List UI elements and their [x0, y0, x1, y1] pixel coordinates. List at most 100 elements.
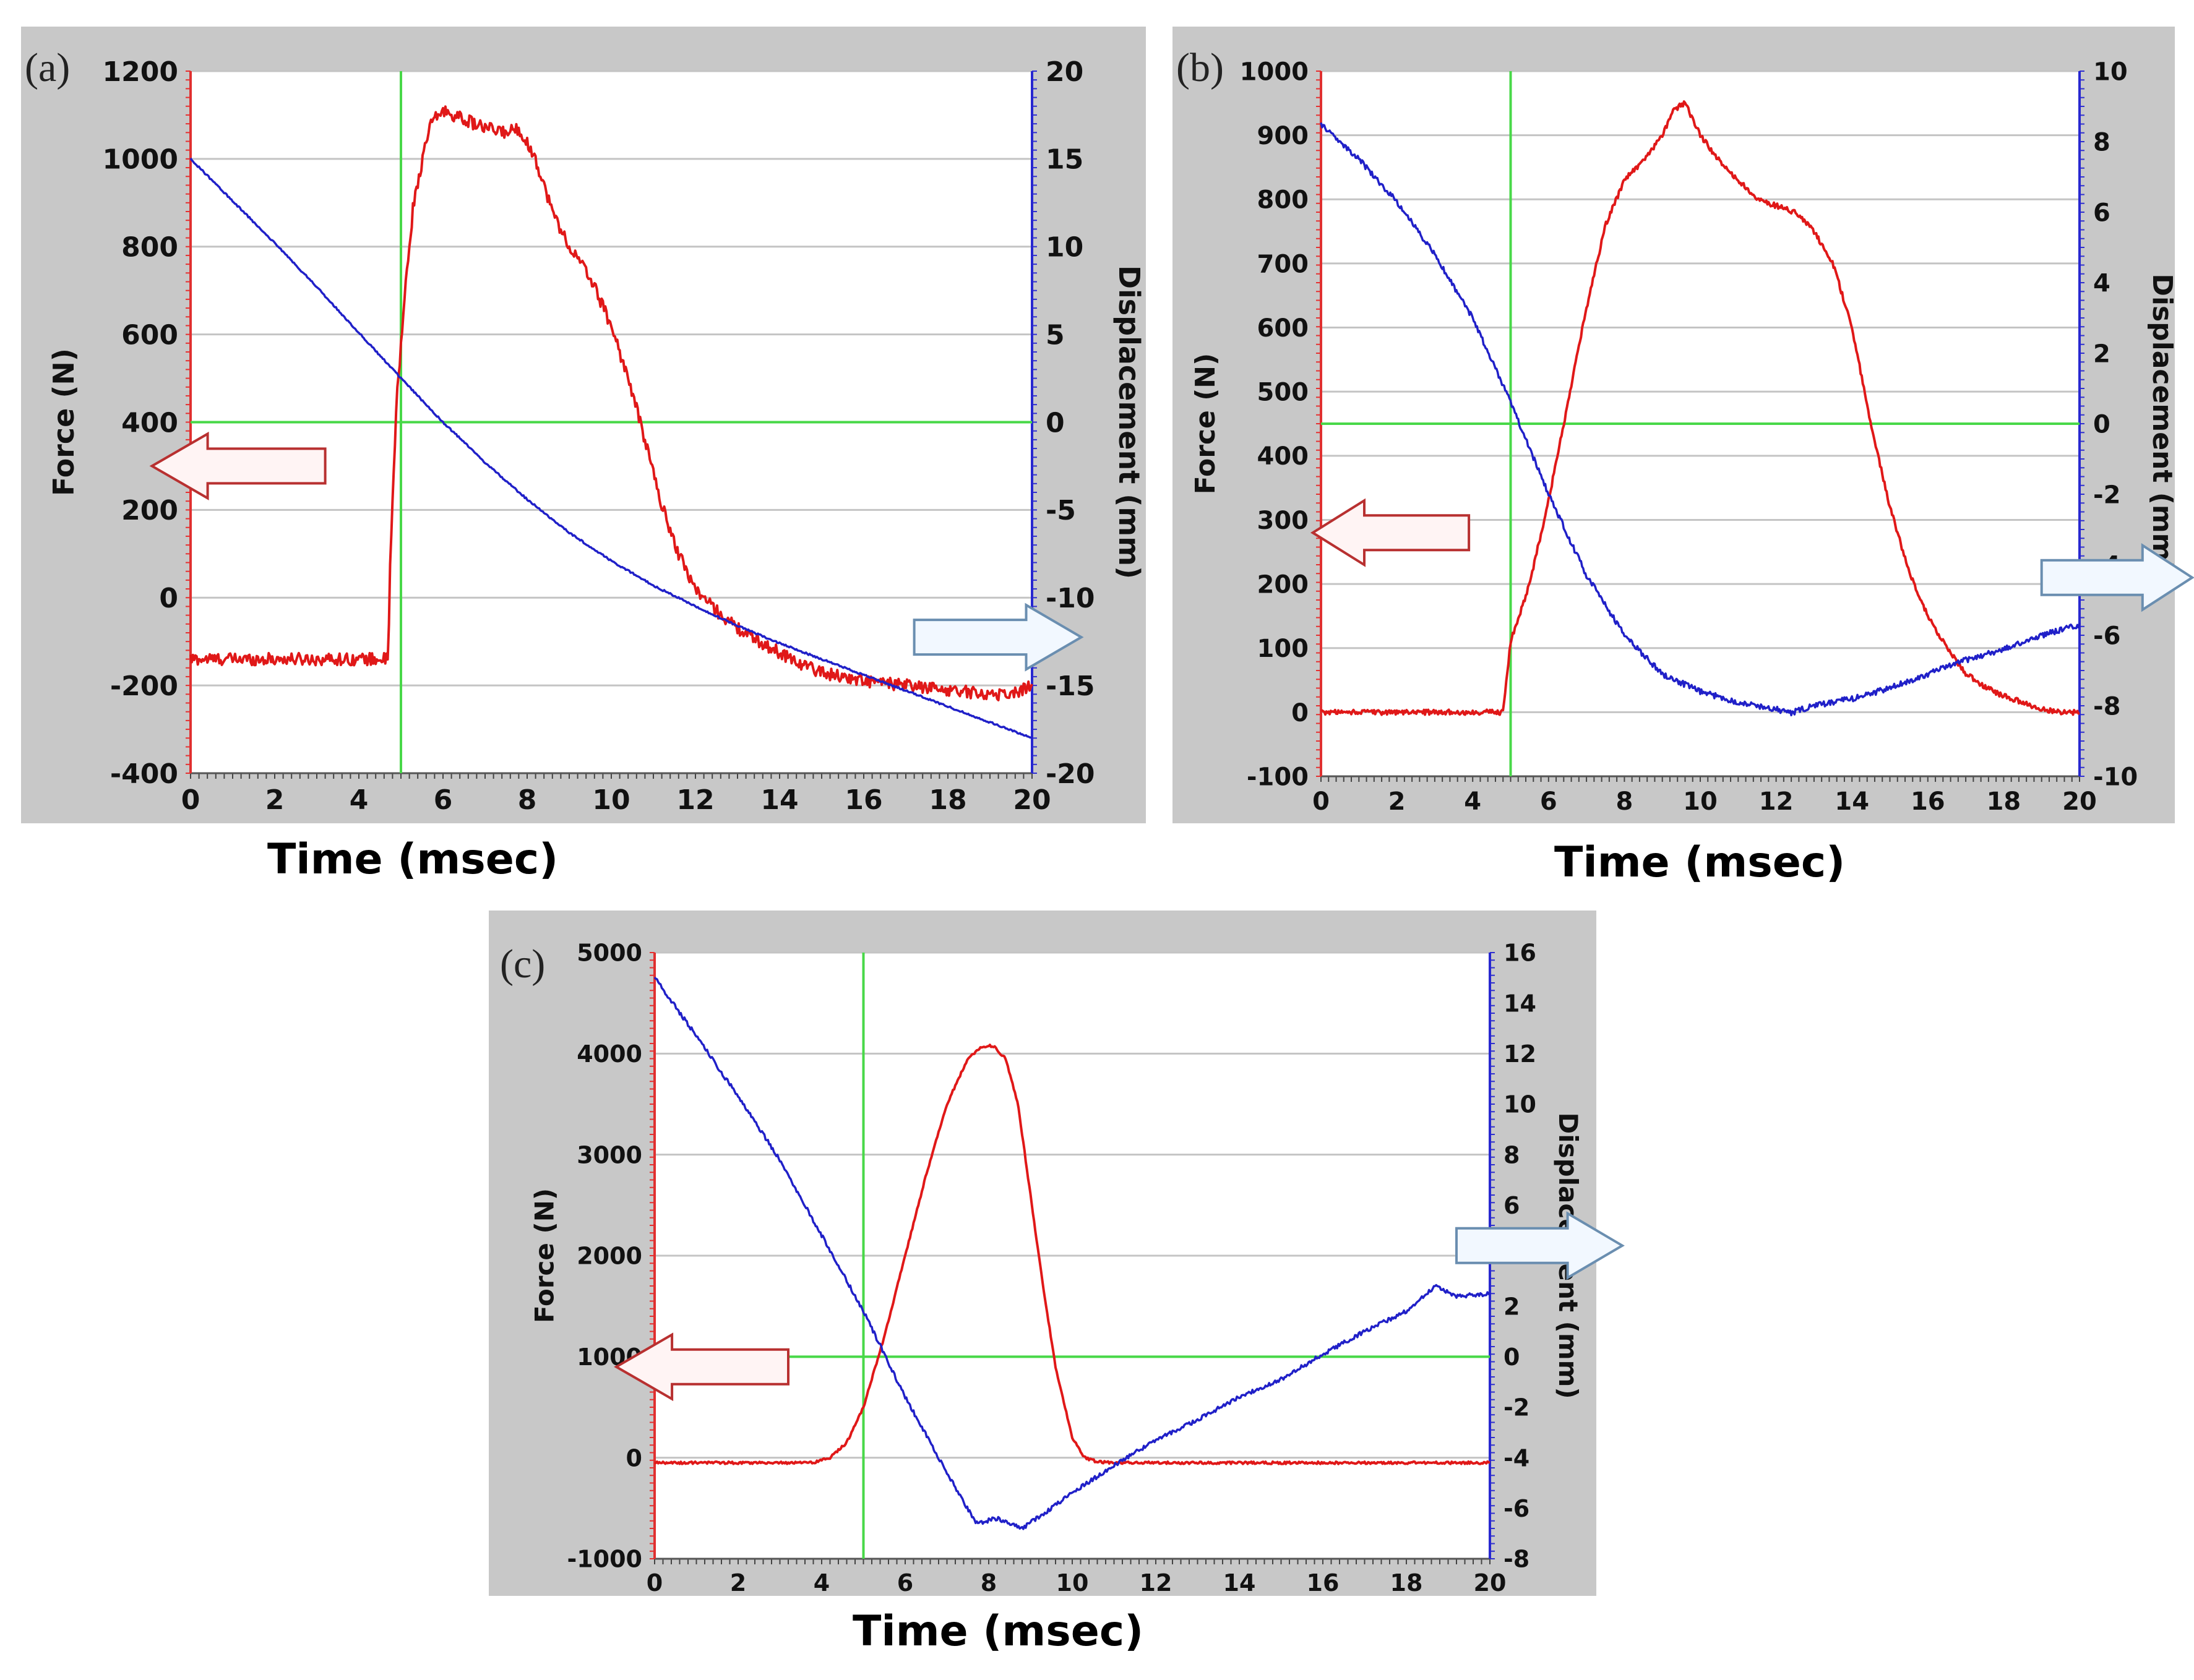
left-tick-label: 3000 [577, 1141, 642, 1168]
chart-panel-a: (a) 0 2 4 6 8 10 12 14 16 18 20 -400 -200 0 200 400 600 80… [21, 27, 1146, 823]
right-tick-label: 14 [1504, 990, 1536, 1017]
arrow-to-force-axis [1310, 498, 1471, 567]
right-tick-label: -4 [1504, 1444, 1529, 1472]
arrow-to-force-axis [149, 431, 327, 500]
right-tick-label: 10 [2093, 58, 2128, 86]
x-tick-label: 2 [265, 784, 285, 816]
left-tick-label: 2000 [577, 1243, 642, 1270]
left-tick-label: -200 [110, 671, 178, 702]
left-tick-label: 200 [1257, 570, 1309, 599]
right-tick-label: -6 [2093, 622, 2120, 650]
x-tick-label: 4 [350, 784, 369, 816]
x-tick-label: 8 [518, 784, 537, 816]
series-line-displacement [189, 157, 1033, 739]
chart-svg-b: (b)0 2 4 6 8 10 12 14 16 18 20-1000100200300400500… [1176, 45, 2194, 816]
right-tick-label: 20 [1046, 56, 1083, 88]
x-tick-label: 20 [1474, 1569, 1507, 1596]
right-tick-label: 4 [2093, 269, 2110, 298]
x-tick-label: 4 [814, 1569, 830, 1596]
x-tick-label: 12 [1759, 787, 1794, 816]
right-axis-title: Displacement (mm) [2146, 273, 2178, 573]
x-tick-label: 16 [845, 784, 882, 816]
left-tick-label: 1000 [1240, 58, 1309, 86]
left-tick-label: 1000 [103, 144, 178, 176]
left-axis-title: Force (N) [530, 1188, 560, 1323]
x-axis-title-c: Time (msec) [853, 1607, 1144, 1656]
x-tick-label: 18 [1987, 787, 2021, 816]
x-tick-label: 18 [929, 784, 966, 816]
left-tick-label: 4000 [577, 1040, 642, 1068]
right-tick-label: -10 [1046, 583, 1095, 614]
series-line-force [654, 1044, 1491, 1465]
left-tick-label: 800 [121, 232, 178, 264]
left-tick-label: 600 [1257, 314, 1309, 343]
panel-label: (b) [1176, 45, 1224, 90]
series-line-displacement [653, 976, 1491, 1530]
x-tick-label: 20 [1013, 784, 1051, 816]
panel-label: (c) [500, 941, 545, 987]
x-tick-label: 10 [1683, 787, 1718, 816]
right-tick-label: 0 [2093, 410, 2110, 439]
left-tick-label: -1000 [567, 1546, 642, 1573]
left-tick-label: 400 [1257, 442, 1309, 471]
right-tick-label: -2 [2093, 481, 2120, 509]
arrow-to-force-axis [614, 1332, 789, 1402]
x-tick-label: 16 [1911, 787, 1945, 816]
x-tick-label: 0 [1312, 787, 1330, 816]
right-tick-label: 6 [2093, 199, 2110, 227]
x-tick-label: 0 [647, 1569, 663, 1596]
chart-svg-a: (a)0 2 4 6 8 10 12 14 16 18 20-400-200020040060080… [25, 45, 1146, 816]
x-tick-label: 6 [434, 784, 453, 816]
left-tick-label: -400 [110, 758, 178, 790]
series-line-force [1320, 100, 2080, 716]
x-tick-label: 14 [1223, 1569, 1256, 1596]
right-tick-label: 0 [1504, 1344, 1520, 1371]
right-tick-label: 2 [1504, 1293, 1520, 1320]
left-tick-label: 500 [1257, 379, 1309, 407]
right-tick-label: 8 [2093, 128, 2110, 156]
left-tick-label: 700 [1257, 250, 1309, 278]
left-tick-label: 300 [1257, 507, 1309, 535]
left-tick-label: 800 [1257, 186, 1309, 215]
right-tick-label: 15 [1046, 144, 1083, 176]
left-axis-title: Force (N) [1190, 353, 1221, 495]
right-tick-label: -6 [1504, 1495, 1529, 1522]
x-tick-label: 6 [1540, 787, 1557, 816]
right-tick-label: -8 [1504, 1546, 1529, 1573]
left-tick-label: 0 [159, 583, 178, 614]
right-tick-label: -20 [1046, 758, 1095, 790]
x-tick-label: 2 [730, 1569, 746, 1596]
left-tick-label: 900 [1257, 122, 1309, 150]
chart-panel-c: (c) 0 2 4 6 8 10 12 14 16 18 20 -1000 0 1000 2000 3000 40… [489, 911, 1625, 1596]
arrow-to-displacement-axis [913, 602, 1084, 672]
x-axis-title-a: Time (msec) [267, 835, 559, 884]
arrow-to-displacement-axis [2040, 543, 2194, 612]
left-tick-label: -100 [1247, 763, 1309, 791]
left-axis-title: Force (N) [47, 348, 80, 496]
x-tick-label: 2 [1388, 787, 1406, 816]
x-tick-label: 8 [1615, 787, 1633, 816]
right-tick-label: 10 [1504, 1091, 1536, 1118]
x-tick-label: 14 [1835, 787, 1869, 816]
x-tick-label: 0 [181, 784, 200, 816]
right-tick-label: -2 [1504, 1394, 1529, 1421]
right-tick-label: 5 [1046, 319, 1065, 351]
x-tick-label: 20 [2062, 787, 2097, 816]
x-tick-label: 6 [897, 1569, 913, 1596]
right-axis-title: Displacement (mm) [1112, 265, 1146, 579]
left-tick-label: 1200 [103, 56, 178, 88]
x-tick-label: 18 [1390, 1569, 1423, 1596]
series-line-displacement [1320, 122, 2081, 717]
x-tick-label: 10 [592, 784, 630, 816]
x-tick-label: 4 [1464, 787, 1481, 816]
right-tick-label: -15 [1046, 671, 1095, 702]
right-tick-label: 16 [1504, 940, 1536, 967]
x-axis-title-b: Time (msec) [1554, 838, 1846, 887]
left-tick-label: 200 [121, 495, 178, 526]
right-tick-label: 0 [1046, 407, 1065, 439]
left-tick-label: 600 [121, 319, 178, 351]
x-tick-label: 16 [1307, 1569, 1340, 1596]
right-tick-label: 12 [1504, 1040, 1536, 1068]
x-tick-label: 12 [1140, 1569, 1172, 1596]
left-tick-label: 5000 [577, 940, 642, 967]
